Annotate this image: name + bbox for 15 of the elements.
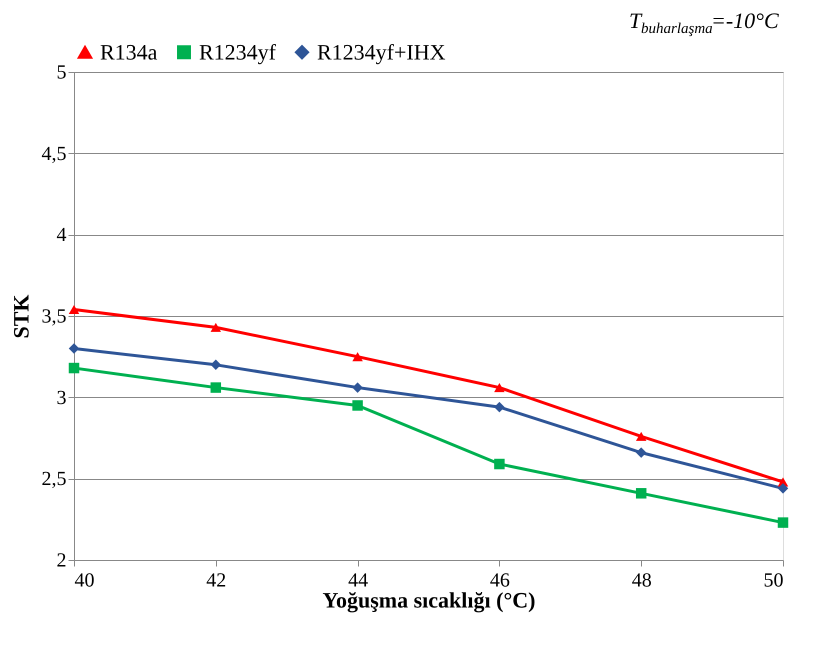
y-tick-label: 3,5 [42, 306, 66, 328]
x-tick-label: 42 [206, 570, 226, 592]
x-tick-label: 50 [764, 570, 784, 592]
y-axis-title: STK [8, 294, 34, 339]
legend-label: R134a [100, 40, 158, 64]
y-tick-label: 4 [56, 224, 66, 246]
y-tick-label: 2,5 [42, 468, 66, 490]
y-tick-label: 4,5 [42, 142, 66, 165]
y-tick-label: 5 [56, 62, 66, 84]
y-tick-label: 2 [56, 550, 66, 572]
x-tick-label: 48 [632, 570, 652, 592]
y-tick-label: 3 [56, 386, 66, 409]
legend-label: R1234yf [199, 39, 277, 64]
legend-label: R1234yf+IHX [317, 39, 446, 64]
x-tick-label: 40 [74, 570, 94, 592]
